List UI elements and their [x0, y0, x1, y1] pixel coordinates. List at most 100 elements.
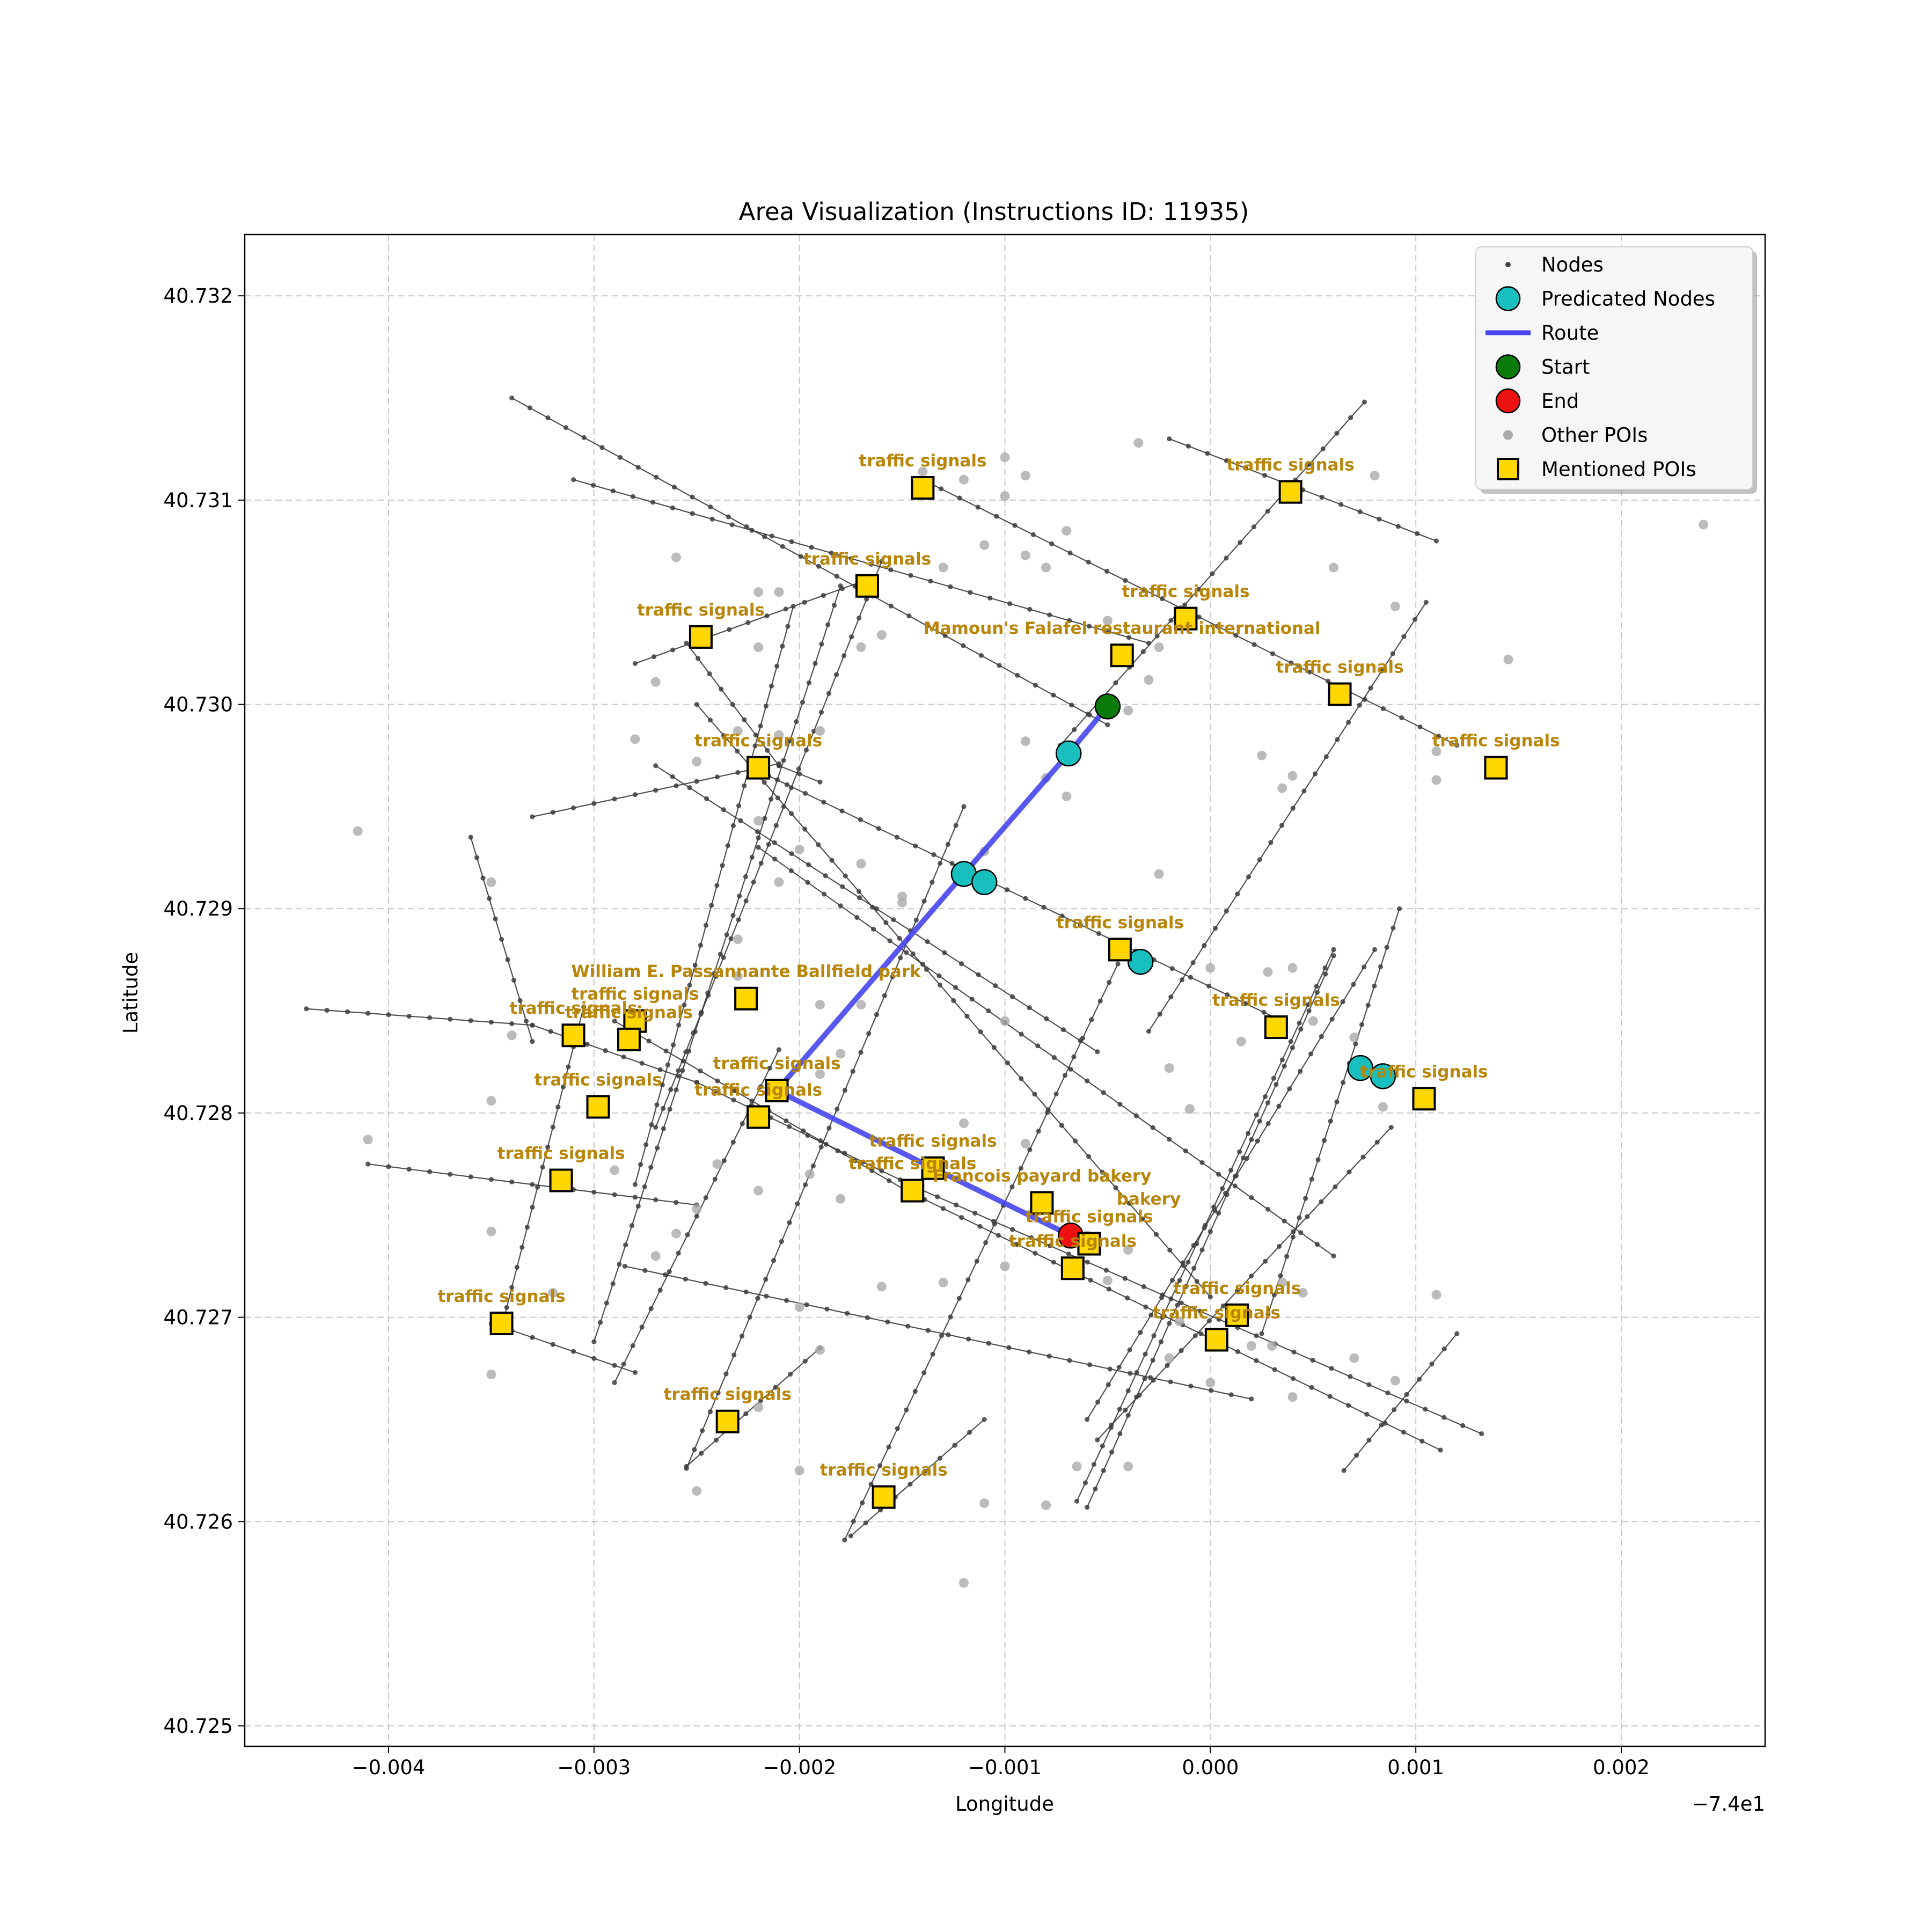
node [365, 1161, 371, 1167]
node [842, 1537, 847, 1543]
node [548, 1029, 553, 1034]
other-poi [938, 1277, 948, 1287]
other-poi [753, 587, 764, 597]
node [1045, 1110, 1050, 1115]
node [802, 599, 807, 605]
node [806, 680, 811, 685]
node [1023, 896, 1028, 901]
node [1351, 982, 1356, 987]
node [1274, 1082, 1279, 1087]
node [667, 1269, 672, 1275]
node [676, 1022, 682, 1028]
node [721, 733, 727, 738]
node [1107, 1366, 1113, 1372]
other-poi [753, 1185, 764, 1196]
node [657, 1067, 663, 1072]
node [714, 774, 720, 780]
node [1179, 1300, 1184, 1306]
other-poi [1205, 963, 1216, 973]
node [749, 854, 755, 860]
node [488, 1177, 494, 1182]
node [848, 1533, 853, 1539]
node [1106, 1286, 1111, 1292]
node [653, 763, 658, 769]
node [953, 823, 958, 828]
node [1179, 977, 1185, 983]
node [713, 1088, 718, 1094]
mentioned-poi [1174, 606, 1198, 631]
street-edge [906, 1190, 1441, 1451]
node [1167, 1137, 1172, 1142]
other-poi [1378, 1102, 1388, 1112]
node [1191, 1243, 1196, 1248]
node [509, 1021, 515, 1027]
other-poi [692, 757, 702, 767]
node [1101, 1090, 1106, 1095]
node [1291, 1229, 1296, 1234]
node [406, 1166, 412, 1172]
mentioned-poi [586, 1095, 610, 1119]
node [1479, 1431, 1484, 1437]
node [1095, 1437, 1100, 1443]
legend-marker-nodes [1505, 262, 1511, 267]
node [1167, 1321, 1172, 1326]
node [1305, 1214, 1310, 1219]
node [1085, 1417, 1090, 1422]
node [877, 1463, 883, 1468]
node [1289, 660, 1294, 665]
node [1320, 446, 1326, 451]
other-poi [897, 897, 908, 908]
node [651, 654, 657, 660]
node [781, 758, 786, 763]
node [1390, 651, 1395, 656]
node [1138, 1330, 1143, 1335]
node [860, 1500, 865, 1505]
node [743, 874, 749, 880]
node [1086, 1154, 1092, 1159]
mentioned-poi [901, 1179, 925, 1203]
mentioned-poi [617, 1027, 641, 1051]
street-edge [686, 1347, 821, 1467]
node [1009, 1184, 1015, 1190]
node [1401, 634, 1407, 639]
node [1341, 1468, 1346, 1473]
node [935, 1194, 940, 1199]
node [1202, 943, 1207, 948]
node [945, 841, 950, 847]
node [674, 1087, 679, 1093]
node [1276, 1103, 1282, 1109]
node [788, 868, 794, 874]
node [767, 1065, 772, 1071]
node [509, 395, 515, 401]
node [1093, 1486, 1098, 1491]
node [1334, 430, 1340, 436]
node [1248, 1274, 1254, 1279]
mentioned-poi [1077, 1232, 1101, 1256]
node [921, 1370, 927, 1375]
node [488, 1020, 494, 1025]
node [550, 810, 555, 815]
node [1404, 1399, 1409, 1404]
node [1074, 1498, 1080, 1504]
node [910, 951, 916, 956]
node [784, 1118, 789, 1124]
node [1134, 1370, 1139, 1375]
node [427, 1169, 433, 1174]
mentioned-poi [734, 986, 758, 1011]
start-marker [1094, 693, 1121, 720]
node [804, 1302, 809, 1307]
node [1051, 1055, 1057, 1060]
node [1401, 1430, 1407, 1435]
node [835, 1107, 840, 1112]
node [1312, 771, 1318, 777]
node [1142, 1376, 1147, 1381]
node [803, 1182, 808, 1188]
node [983, 1240, 989, 1246]
node [1212, 1208, 1218, 1213]
node [1335, 737, 1340, 742]
x-tick-label: 0.001 [1387, 1756, 1444, 1779]
node [1249, 1137, 1254, 1142]
mentioned-poi [549, 1168, 573, 1192]
node [848, 556, 854, 561]
node [655, 1145, 660, 1151]
